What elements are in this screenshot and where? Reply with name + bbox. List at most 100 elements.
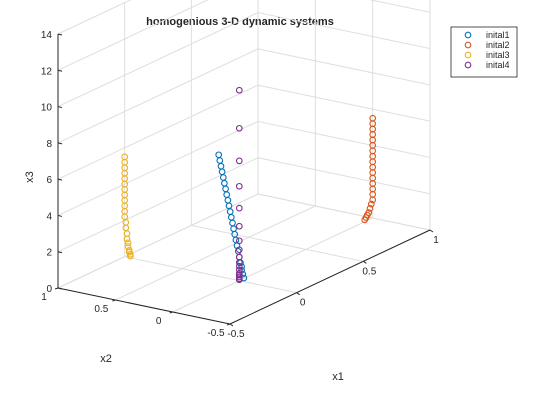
chart-title: homogenious 3-D dynamic systems: [146, 16, 334, 28]
y-tick-label: 0.5: [94, 304, 108, 315]
series-1-point: [221, 179, 228, 187]
series-2: [361, 114, 377, 224]
y-tick-mark: [112, 299, 116, 302]
z-tick-label: 0: [46, 284, 52, 295]
y-tick-label: 0: [156, 316, 162, 327]
grid-line-back-z: [57, 120, 259, 216]
grid-line-back-z: [57, 0, 132, 35]
z-tick-mark: [57, 214, 63, 217]
x-tick-mark: [229, 323, 234, 327]
y-tick-mark: [226, 323, 231, 326]
series-2-point: [365, 209, 373, 216]
grid-line-side-z: [257, 120, 431, 158]
series-4-point: [235, 124, 243, 132]
series-1-point: [219, 174, 227, 181]
z-tick-label: 6: [46, 175, 52, 186]
series-1-point: [217, 162, 225, 170]
legend-label: inital2: [486, 40, 510, 50]
y-tick-label: -0.5: [207, 328, 225, 339]
series-2-point: [367, 200, 375, 208]
series-1-point: [216, 157, 224, 164]
legend-label: inital4: [486, 60, 510, 70]
series-2-point: [369, 114, 377, 122]
z-tick-label: 12: [41, 66, 53, 77]
series-4: [235, 86, 243, 284]
x-axis-label: x1: [332, 371, 344, 383]
grid-line-back-z: [57, 12, 259, 108]
z-tick-mark: [57, 106, 63, 109]
series-3-point: [122, 219, 130, 226]
series-1-point: [230, 225, 237, 233]
series-3-point: [121, 153, 129, 161]
x-axis-line: [229, 229, 431, 325]
series-4-point: [235, 266, 243, 274]
z-tick-mark: [57, 33, 63, 36]
x-tick-label: 0.5: [362, 266, 376, 277]
grid-line-back-z: [57, 157, 259, 253]
grid-line-floor-x: [191, 224, 364, 262]
x-tick-mark: [363, 260, 367, 264]
series-1-point: [224, 196, 232, 204]
grid-line-side-z: [368, 0, 431, 13]
y-tick-mark: [169, 311, 173, 314]
z-tick-mark: [57, 178, 63, 181]
series-4-point: [235, 157, 243, 165]
y-tick-mark: [54, 287, 59, 290]
grid-line-side-z: [257, 12, 431, 50]
series-4-point: [235, 204, 243, 212]
series-4-point: [235, 237, 243, 245]
series-1-point: [218, 168, 226, 176]
z-axis-label: x3: [24, 171, 36, 183]
grid-line-floor-x: [124, 256, 297, 294]
grid-line-side-z: [257, 193, 431, 231]
legend-label: inital1: [486, 30, 510, 40]
grid-line-floor-y: [172, 217, 373, 313]
z-tick-label: 14: [41, 30, 53, 41]
series-4-point: [235, 270, 243, 277]
z-tick-label: 8: [46, 139, 52, 150]
grid-line-side-z: [257, 157, 431, 195]
grid-line-back-z: [57, 48, 259, 144]
y-tick-label: 1: [41, 292, 47, 303]
grid-line-side-z: [257, 84, 431, 122]
grid-line-back-z: [57, 0, 209, 71]
z-tick-mark: [57, 69, 63, 72]
grid-line-back-z: [57, 193, 259, 289]
axes: [54, 33, 434, 327]
z-tick-label: 4: [46, 211, 52, 222]
series-4-point: [235, 246, 243, 254]
data-points: [121, 86, 377, 284]
y-axis-label: x2: [100, 353, 112, 365]
series-2-point: [366, 205, 374, 212]
series-1-point: [226, 208, 234, 215]
series-3-point: [124, 239, 132, 247]
y-axis-line: [57, 287, 231, 325]
legend-marker: [464, 51, 472, 59]
series-1-point: [229, 219, 236, 227]
grid-line-side-z: [257, 48, 431, 86]
z-tick-mark: [57, 142, 63, 145]
legend-marker: [464, 61, 472, 69]
series-4-point: [235, 182, 243, 190]
series-3: [121, 153, 134, 260]
series-1-point: [215, 151, 223, 159]
x-tick-mark: [429, 229, 434, 233]
z-tick-mark: [57, 251, 63, 254]
grid-line-back-z: [57, 84, 259, 180]
series-3-point: [125, 247, 133, 254]
x-tick-label: 1: [433, 235, 439, 246]
z-tick-label: 10: [41, 103, 53, 114]
series-4-point: [235, 86, 243, 94]
series-4-point: [235, 262, 243, 270]
series-4-point: [235, 222, 243, 230]
z-tick-mark: [57, 287, 63, 290]
z-tick-label: 2: [46, 248, 52, 259]
legend-marker: [464, 31, 472, 39]
series-1-point: [227, 213, 235, 221]
series-1-point: [223, 191, 231, 198]
x-tick-mark: [296, 292, 300, 296]
legend-marker: [464, 41, 472, 49]
x-tick-label: 0: [300, 298, 306, 309]
